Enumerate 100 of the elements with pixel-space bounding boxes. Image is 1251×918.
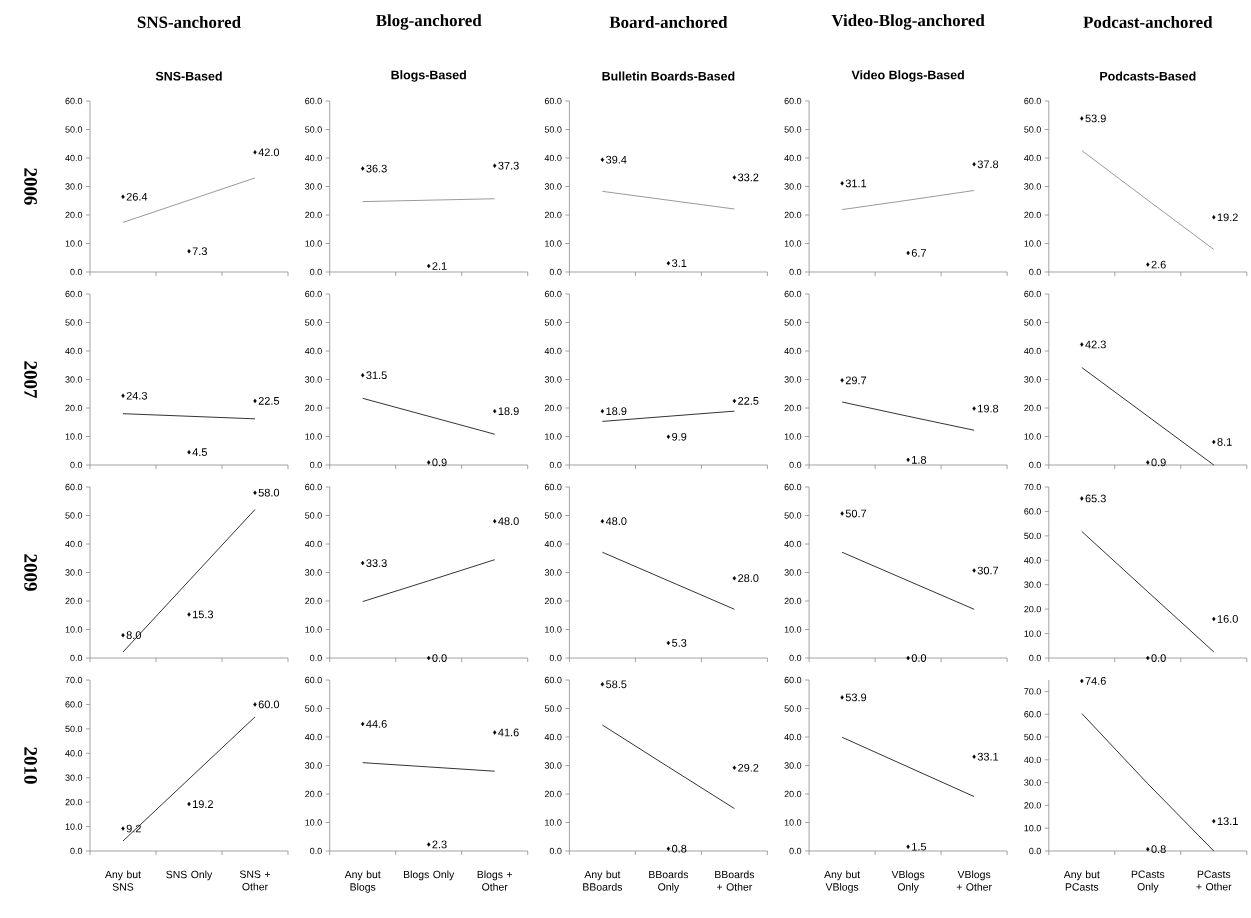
y-tick-label: 20.0 [65,211,83,219]
y-tick-label: 30.0 [305,183,322,190]
data-label: 9.9 [672,432,687,441]
y-tick-label: 70.0 [1024,688,1041,695]
point [427,655,431,661]
y-tick-label: 10.0 [784,626,802,633]
data-label: 58.0 [258,488,280,497]
y-tick-label: 30.0 [1024,581,1041,588]
y-tick-label: 10.0 [305,819,322,826]
data-label: 33.2 [738,173,759,182]
point [600,519,605,524]
y-tick-label: 30.0 [544,762,562,769]
y-tick-label: 20.0 [1024,802,1041,809]
y-tick-label: 40.0 [304,347,322,355]
y-tick-label: 0.0 [789,654,802,662]
y-tick-label: 40.0 [1024,756,1041,763]
point [666,846,671,851]
y-tick-label: 60.0 [784,97,802,105]
point [1146,655,1150,661]
y-tick-label: 40.0 [544,733,562,741]
data-label: 22.5 [738,397,759,405]
data-label: 31.5 [366,371,387,380]
point [121,633,125,638]
data-label: 37.8 [977,160,999,169]
point [1212,818,1216,824]
point [1146,846,1150,852]
x-tick-label: BBoards + Other [715,870,755,891]
data-label: 29.7 [845,376,867,385]
y-tick-label: 40.0 [544,347,562,355]
y-tick-label: 30.0 [305,376,322,383]
y-tick-label: 40.0 [784,733,802,741]
y-tick-label: 30.0 [544,569,562,576]
y-tick-label: 20.0 [784,790,802,798]
y-tick-label: 10.0 [784,433,802,440]
point [427,263,431,269]
point [840,695,844,700]
x-tick-label: Any but Blogs [344,870,381,893]
y-tick-label: 0.0 [310,461,322,469]
y-tick-label: 60.0 [305,97,322,105]
data-label: 65.3 [1085,494,1106,503]
y-tick-label: 60.0 [305,290,322,298]
y-tick-label: 50.0 [65,319,83,326]
data-label: 19.2 [193,800,213,808]
y-tick-label: 70.0 [1024,483,1041,491]
y-tick-label: 60.0 [65,97,83,105]
data-label: 19.8 [978,404,999,413]
y-tick-label: 10.0 [1024,825,1041,832]
y-tick-label: 20.0 [305,211,322,219]
y-tick-label: 10.0 [545,626,562,633]
y-tick-label: 10.0 [65,240,83,247]
data-label: 2.1 [432,262,447,270]
y-tick-label: 30.0 [784,569,802,576]
point [493,408,497,414]
y-tick-label: 50.0 [1024,126,1041,133]
y-tick-label: 60.0 [544,97,562,105]
y-tick-label: 0.0 [1029,461,1041,469]
data-label: 8.0 [126,631,141,640]
y-axis-title: 2009 [24,554,37,591]
y-tick-label: 10.0 [784,240,802,247]
y-tick-label: 60.0 [1024,97,1041,105]
y-tick-label: 30.0 [784,762,802,769]
data-label: 50.7 [845,509,867,518]
y-tick-label: 40.0 [784,347,802,355]
y-tick-label: 60.0 [65,483,83,491]
y-tick-label: 50.0 [305,512,322,519]
y-tick-label: 50.0 [65,126,83,133]
y-tick-label: 40.0 [1024,347,1041,355]
chart-title: Podcast-anchored [1083,16,1213,28]
data-label: 58.5 [606,680,627,689]
y-tick-label: 10.0 [305,626,322,633]
y-tick-label: 10.0 [65,433,83,440]
data-label: 0.0 [911,654,927,662]
point [1080,116,1084,121]
point [253,398,257,404]
y-axis-title: 2007 [24,361,37,398]
y-tick-label: 60.0 [544,483,562,491]
y-tick-label: 40.0 [304,540,322,548]
data-label: 39.4 [606,155,627,164]
y-tick-label: 60.0 [544,676,562,684]
y-tick-label: 40.0 [544,154,562,162]
data-label: 2.6 [1151,260,1166,269]
point [840,378,844,383]
y-tick-label: 60.0 [544,290,562,298]
point [732,398,737,404]
data-label: 5.3 [672,639,687,647]
y-tick-label: 50.0 [65,512,83,519]
y-tick-label: 10.0 [545,240,562,247]
y-tick-label: 20.0 [544,404,562,412]
point [732,576,737,581]
point [600,408,605,414]
y-tick-label: 10.0 [305,433,322,440]
point [493,163,497,168]
y-tick-label: 30.0 [65,183,83,190]
point [121,393,125,398]
data-label: 3.1 [672,259,687,268]
point [1080,496,1084,501]
point [427,460,431,465]
data-label: 2.3 [432,840,447,849]
data-label: 0.8 [672,844,687,853]
data-label: 18.9 [606,407,627,416]
